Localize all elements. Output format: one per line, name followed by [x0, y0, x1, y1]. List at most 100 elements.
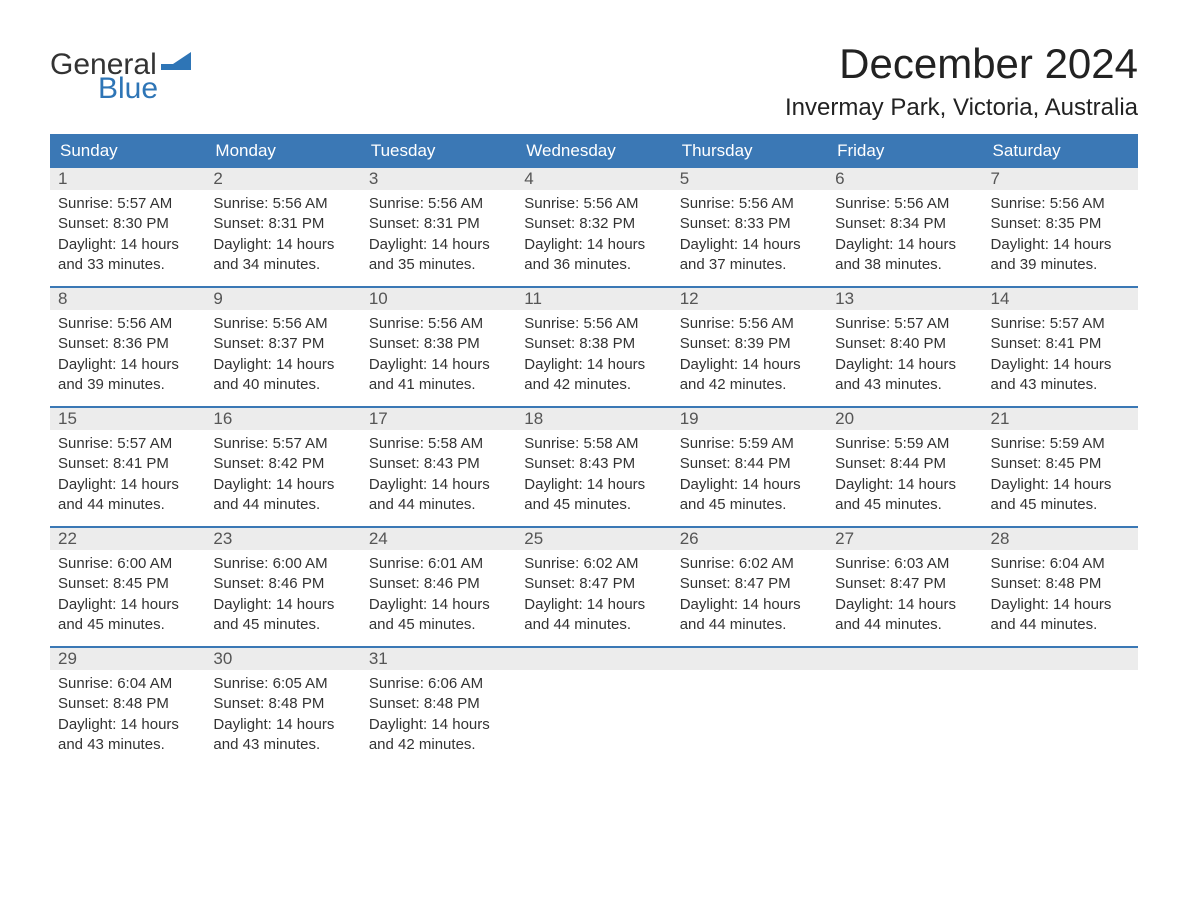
calendar-day: .	[672, 648, 827, 766]
calendar-day: 24Sunrise: 6:01 AMSunset: 8:46 PMDayligh…	[361, 528, 516, 646]
daylight-text: Daylight: 14 hours	[369, 235, 508, 255]
day-number: 10	[361, 288, 516, 310]
calendar-day: .	[983, 648, 1138, 766]
daylight-text: and 44 minutes.	[524, 615, 663, 635]
sunset-text: Sunset: 8:45 PM	[991, 454, 1130, 474]
daylight-text: Daylight: 14 hours	[58, 595, 197, 615]
daylight-text: Daylight: 14 hours	[680, 235, 819, 255]
daylight-text: and 44 minutes.	[680, 615, 819, 635]
calendar-week: 1Sunrise: 5:57 AMSunset: 8:30 PMDaylight…	[50, 168, 1138, 286]
sunset-text: Sunset: 8:47 PM	[680, 574, 819, 594]
day-details: Sunrise: 5:57 AMSunset: 8:41 PMDaylight:…	[983, 310, 1138, 405]
sunset-text: Sunset: 8:30 PM	[58, 214, 197, 234]
daylight-text: and 40 minutes.	[213, 375, 352, 395]
daylight-text: and 38 minutes.	[835, 255, 974, 275]
daylight-text: Daylight: 14 hours	[213, 715, 352, 735]
daylight-text: and 39 minutes.	[58, 375, 197, 395]
daylight-text: and 42 minutes.	[680, 375, 819, 395]
sunrise-text: Sunrise: 5:56 AM	[680, 314, 819, 334]
day-details: Sunrise: 6:03 AMSunset: 8:47 PMDaylight:…	[827, 550, 982, 645]
calendar-day: 16Sunrise: 5:57 AMSunset: 8:42 PMDayligh…	[205, 408, 360, 526]
sunrise-text: Sunrise: 6:04 AM	[991, 554, 1130, 574]
sunrise-text: Sunrise: 6:03 AM	[835, 554, 974, 574]
day-number: 27	[827, 528, 982, 550]
sunset-text: Sunset: 8:32 PM	[524, 214, 663, 234]
sunset-text: Sunset: 8:48 PM	[58, 694, 197, 714]
daylight-text: Daylight: 14 hours	[369, 715, 508, 735]
daylight-text: Daylight: 14 hours	[58, 475, 197, 495]
daylight-text: Daylight: 14 hours	[524, 235, 663, 255]
weekday-label: Saturday	[983, 134, 1138, 168]
day-details: Sunrise: 5:56 AMSunset: 8:33 PMDaylight:…	[672, 190, 827, 285]
sunset-text: Sunset: 8:39 PM	[680, 334, 819, 354]
day-number: 13	[827, 288, 982, 310]
daylight-text: Daylight: 14 hours	[213, 355, 352, 375]
day-details: Sunrise: 5:56 AMSunset: 8:39 PMDaylight:…	[672, 310, 827, 405]
sunset-text: Sunset: 8:41 PM	[991, 334, 1130, 354]
calendar-day: 20Sunrise: 5:59 AMSunset: 8:44 PMDayligh…	[827, 408, 982, 526]
sunrise-text: Sunrise: 5:56 AM	[369, 194, 508, 214]
location: Invermay Park, Victoria, Australia	[785, 94, 1138, 122]
day-details: Sunrise: 5:57 AMSunset: 8:41 PMDaylight:…	[50, 430, 205, 525]
day-number: 5	[672, 168, 827, 190]
day-number: 12	[672, 288, 827, 310]
day-details: Sunrise: 5:56 AMSunset: 8:34 PMDaylight:…	[827, 190, 982, 285]
daylight-text: and 42 minutes.	[369, 735, 508, 755]
day-number: 17	[361, 408, 516, 430]
sunset-text: Sunset: 8:38 PM	[524, 334, 663, 354]
sunrise-text: Sunrise: 5:56 AM	[58, 314, 197, 334]
month-title: December 2024	[785, 40, 1138, 88]
daylight-text: and 36 minutes.	[524, 255, 663, 275]
day-details: Sunrise: 5:59 AMSunset: 8:45 PMDaylight:…	[983, 430, 1138, 525]
sunrise-text: Sunrise: 5:56 AM	[213, 314, 352, 334]
calendar-week: 29Sunrise: 6:04 AMSunset: 8:48 PMDayligh…	[50, 646, 1138, 766]
sunrise-text: Sunrise: 5:56 AM	[213, 194, 352, 214]
calendar-day: 29Sunrise: 6:04 AMSunset: 8:48 PMDayligh…	[50, 648, 205, 766]
sunset-text: Sunset: 8:41 PM	[58, 454, 197, 474]
day-number: 4	[516, 168, 671, 190]
calendar-day: 15Sunrise: 5:57 AMSunset: 8:41 PMDayligh…	[50, 408, 205, 526]
day-number: 23	[205, 528, 360, 550]
daylight-text: Daylight: 14 hours	[680, 595, 819, 615]
daylight-text: Daylight: 14 hours	[835, 355, 974, 375]
sunrise-text: Sunrise: 5:57 AM	[991, 314, 1130, 334]
daylight-text: Daylight: 14 hours	[58, 355, 197, 375]
calendar-day: 23Sunrise: 6:00 AMSunset: 8:46 PMDayligh…	[205, 528, 360, 646]
day-number: 7	[983, 168, 1138, 190]
day-details: Sunrise: 6:04 AMSunset: 8:48 PMDaylight:…	[50, 670, 205, 765]
calendar-day: 22Sunrise: 6:00 AMSunset: 8:45 PMDayligh…	[50, 528, 205, 646]
day-details: Sunrise: 5:56 AMSunset: 8:31 PMDaylight:…	[361, 190, 516, 285]
day-details: Sunrise: 6:00 AMSunset: 8:46 PMDaylight:…	[205, 550, 360, 645]
daylight-text: and 43 minutes.	[991, 375, 1130, 395]
calendar-day: 13Sunrise: 5:57 AMSunset: 8:40 PMDayligh…	[827, 288, 982, 406]
sunrise-text: Sunrise: 5:58 AM	[524, 434, 663, 454]
sunrise-text: Sunrise: 6:02 AM	[680, 554, 819, 574]
sunset-text: Sunset: 8:46 PM	[213, 574, 352, 594]
daylight-text: and 43 minutes.	[58, 735, 197, 755]
daylight-text: Daylight: 14 hours	[991, 475, 1130, 495]
sunrise-text: Sunrise: 6:01 AM	[369, 554, 508, 574]
day-details: Sunrise: 5:59 AMSunset: 8:44 PMDaylight:…	[827, 430, 982, 525]
weekday-label: Sunday	[50, 134, 205, 168]
daylight-text: Daylight: 14 hours	[369, 355, 508, 375]
calendar-week: 22Sunrise: 6:00 AMSunset: 8:45 PMDayligh…	[50, 526, 1138, 646]
logo-text-blue: Blue	[50, 74, 191, 104]
weekday-label: Tuesday	[361, 134, 516, 168]
daylight-text: and 45 minutes.	[680, 495, 819, 515]
daylight-text: and 33 minutes.	[58, 255, 197, 275]
title-block: December 2024 Invermay Park, Victoria, A…	[785, 40, 1138, 122]
logo: General Blue	[50, 40, 191, 104]
daylight-text: Daylight: 14 hours	[524, 475, 663, 495]
sunrise-text: Sunrise: 5:57 AM	[213, 434, 352, 454]
calendar-day: 21Sunrise: 5:59 AMSunset: 8:45 PMDayligh…	[983, 408, 1138, 526]
header: General Blue December 2024 Invermay Park…	[50, 40, 1138, 122]
weekday-label: Thursday	[672, 134, 827, 168]
sunrise-text: Sunrise: 6:06 AM	[369, 674, 508, 694]
weekday-label: Wednesday	[516, 134, 671, 168]
sunset-text: Sunset: 8:43 PM	[369, 454, 508, 474]
sunrise-text: Sunrise: 5:59 AM	[991, 434, 1130, 454]
day-number: 22	[50, 528, 205, 550]
sunset-text: Sunset: 8:31 PM	[213, 214, 352, 234]
sunset-text: Sunset: 8:34 PM	[835, 214, 974, 234]
sunset-text: Sunset: 8:47 PM	[524, 574, 663, 594]
